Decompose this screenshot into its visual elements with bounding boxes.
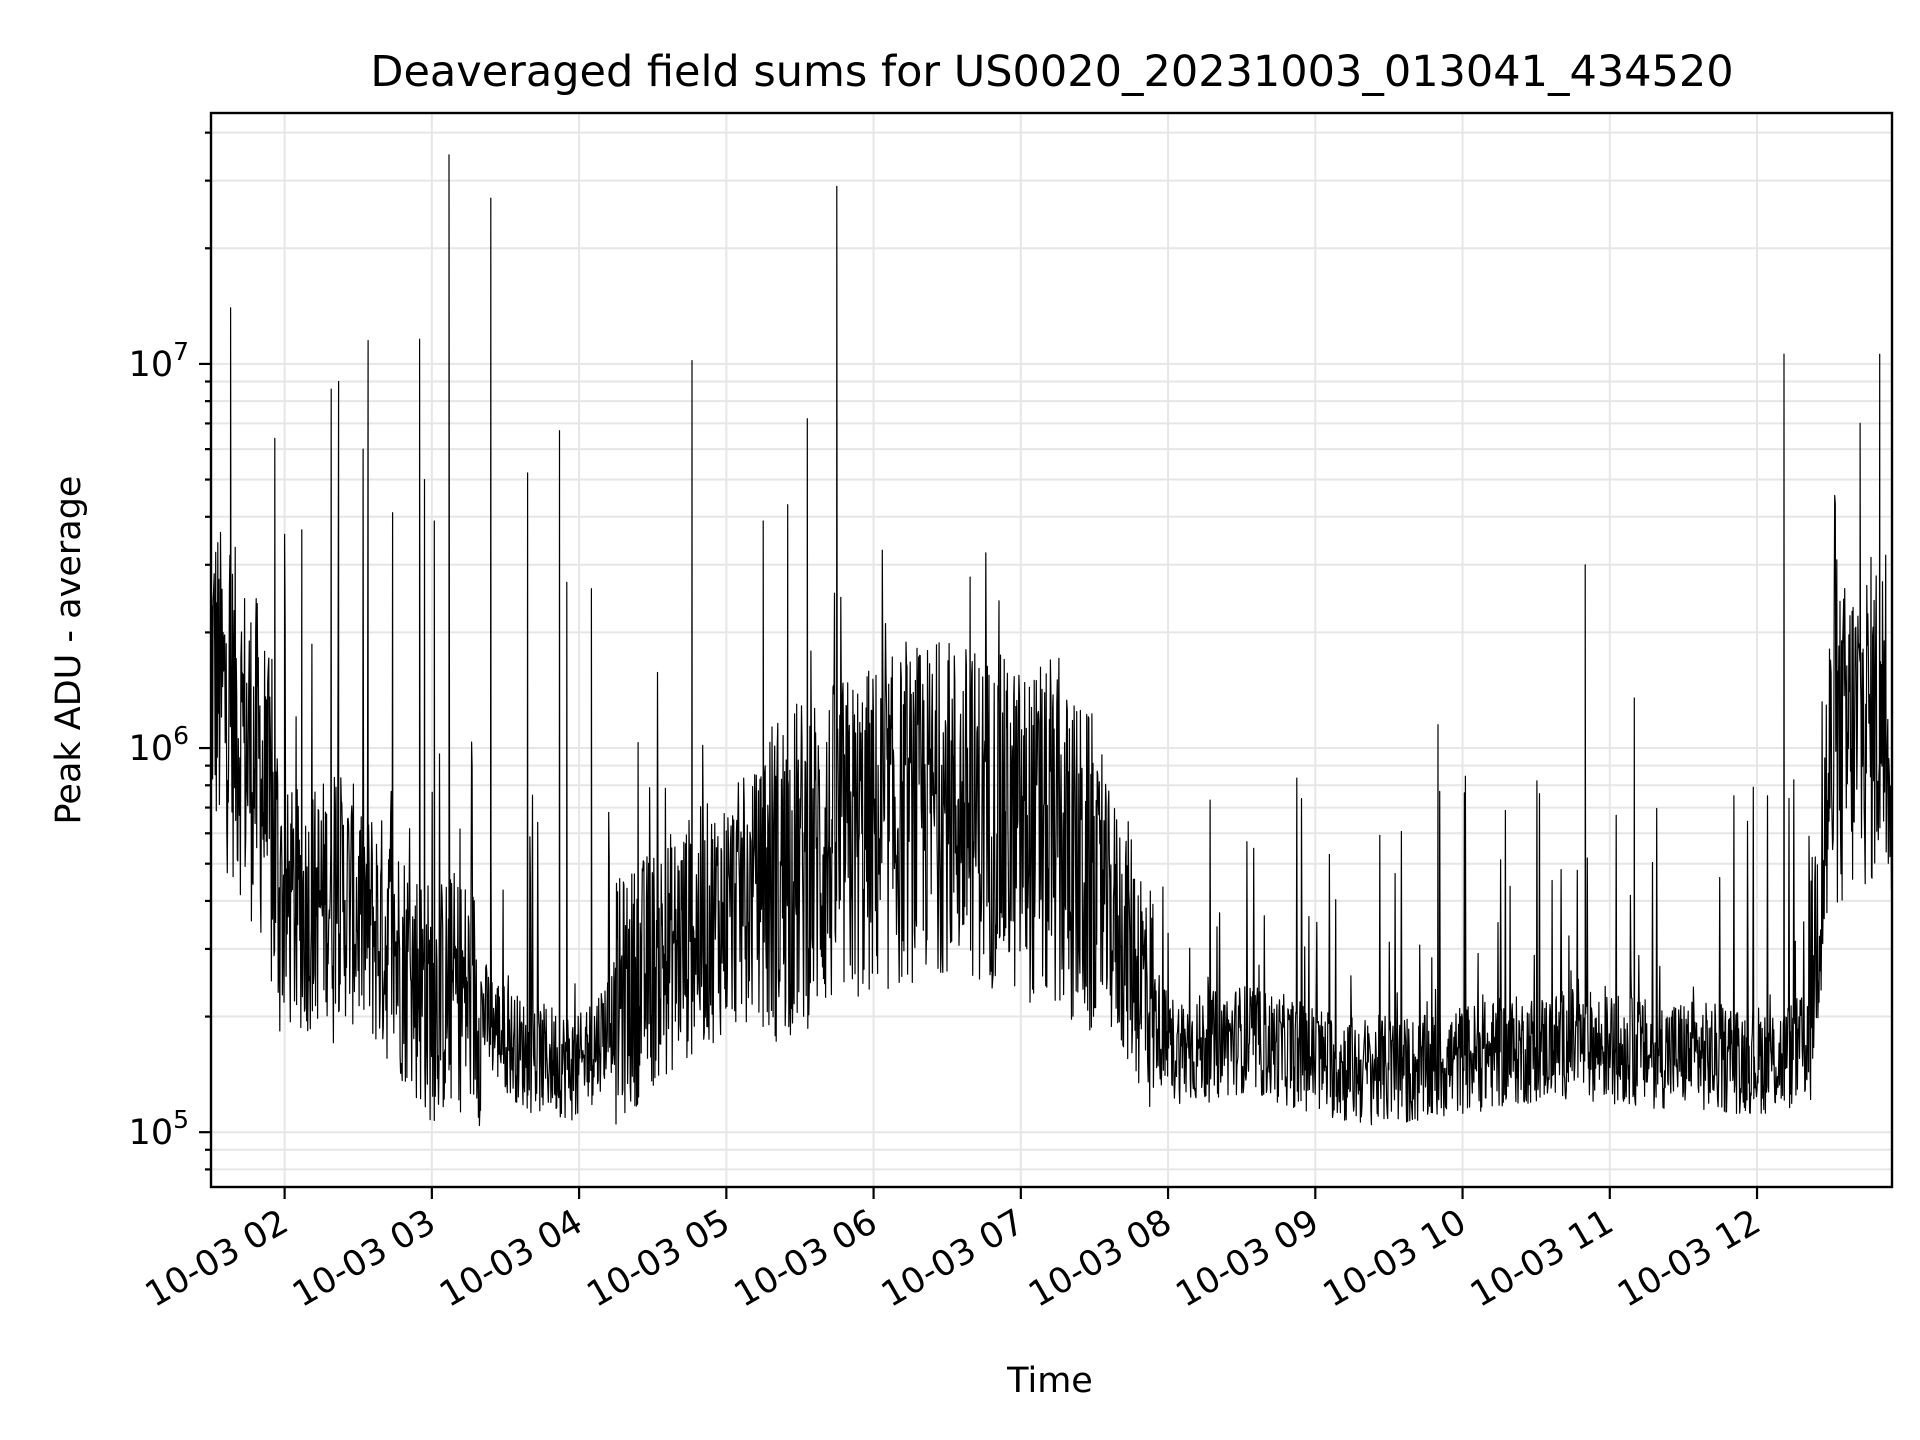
y-tick-label: 105 [129, 1105, 189, 1153]
series-line [210, 154, 1893, 1127]
plot-area [210, 154, 1893, 1127]
axes-frame [209, 111, 1894, 1189]
y-tick-label: 106 [129, 721, 189, 769]
y-tick-label: 107 [129, 337, 189, 385]
chart-title: Deaveraged field sums for US0020_2023100… [370, 47, 1733, 97]
x-axis-label: Time [1006, 1361, 1093, 1401]
y-axis-label: Peak ADU - average [49, 476, 89, 825]
